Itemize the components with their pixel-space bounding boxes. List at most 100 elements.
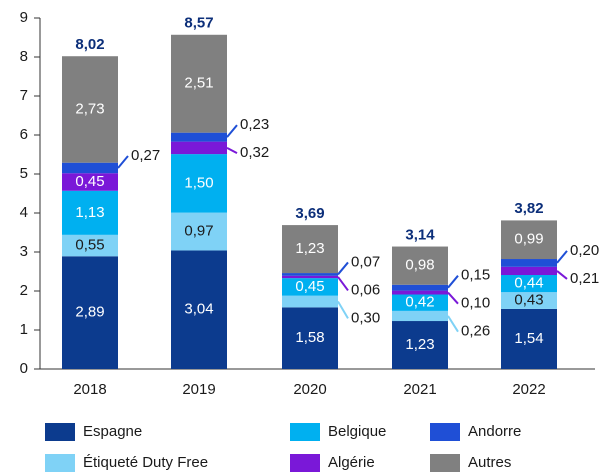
y-tick-label: 3 xyxy=(20,243,28,260)
bar-segment xyxy=(171,34,227,133)
legend-label: Algérie xyxy=(328,454,375,471)
bar-segment xyxy=(282,278,338,296)
bar-segment xyxy=(171,212,227,251)
x-tick-label: 2022 xyxy=(512,381,545,398)
value-label: 0,20 xyxy=(570,242,599,259)
bar-segment xyxy=(62,162,118,174)
leader-line xyxy=(337,276,349,292)
bar-segment xyxy=(62,56,118,163)
total-label: 8,02 xyxy=(75,36,104,53)
value-label: 0,99 xyxy=(514,231,543,248)
bar-segment xyxy=(171,141,227,155)
value-label: 2,73 xyxy=(75,100,104,117)
x-tick-label: 2020 xyxy=(293,381,326,398)
value-label: 1,58 xyxy=(295,329,324,346)
leader-line xyxy=(447,315,459,333)
leader-line xyxy=(337,301,349,319)
bar-segment xyxy=(501,275,557,293)
legend-label: Autres xyxy=(468,454,511,471)
value-label: 1,50 xyxy=(184,174,213,191)
legend-label: Andorre xyxy=(468,423,521,440)
bar-segment xyxy=(392,321,448,369)
total-label: 3,69 xyxy=(295,205,324,222)
y-tick-label: 0 xyxy=(20,360,28,377)
leader-line xyxy=(447,291,459,305)
legend-swatch xyxy=(45,423,75,441)
leader-line xyxy=(447,275,459,289)
x-tick-label: 2021 xyxy=(403,381,436,398)
value-label: 0,15 xyxy=(461,267,490,284)
legend-swatch xyxy=(430,423,460,441)
value-label: 2,51 xyxy=(184,75,213,92)
bar-segment xyxy=(171,154,227,213)
value-label: 0,27 xyxy=(131,147,160,164)
bar-segment xyxy=(392,284,448,291)
bar-segment xyxy=(282,273,338,276)
value-label: 0,26 xyxy=(461,323,490,340)
value-label: 0,44 xyxy=(514,275,543,292)
value-label: 3,04 xyxy=(184,301,213,318)
bar-segment xyxy=(62,173,118,191)
value-label: 0,42 xyxy=(405,294,434,311)
bar-segment xyxy=(501,259,557,267)
y-tick-label: 9 xyxy=(20,9,28,26)
leader-line xyxy=(556,270,568,280)
value-label: 0,10 xyxy=(461,295,490,312)
y-tick-label: 2 xyxy=(20,282,28,299)
total-label: 3,14 xyxy=(405,227,435,244)
bar-segment xyxy=(501,308,557,369)
value-label: 1,23 xyxy=(295,240,324,257)
bar-segment xyxy=(501,220,557,260)
x-tick-label: 2019 xyxy=(182,381,215,398)
leader-line xyxy=(556,250,568,264)
bar-segment xyxy=(62,256,118,369)
value-label: 1,13 xyxy=(75,204,104,221)
total-label: 3,82 xyxy=(514,200,543,217)
y-tick-label: 5 xyxy=(20,165,28,182)
y-tick-label: 8 xyxy=(20,48,28,65)
value-label: 0,55 xyxy=(75,237,104,254)
value-label: 0,45 xyxy=(75,173,104,190)
value-label: 0,21 xyxy=(570,270,599,287)
value-label: 0,06 xyxy=(351,281,380,298)
y-tick-label: 6 xyxy=(20,126,28,143)
value-label: 1,54 xyxy=(514,330,543,347)
value-label: 0,97 xyxy=(184,222,213,239)
y-tick-label: 7 xyxy=(20,87,28,104)
legend-label: Étiqueté Duty Free xyxy=(83,454,208,471)
value-label: 0,30 xyxy=(351,309,380,326)
bar-segment xyxy=(171,132,227,142)
value-label: 0,23 xyxy=(240,116,269,133)
legend-swatch xyxy=(430,454,460,472)
leader-line xyxy=(226,124,238,138)
bar-segment xyxy=(392,294,448,311)
bar-segment xyxy=(501,292,557,309)
bar-segment xyxy=(282,307,338,369)
bar-segment xyxy=(392,290,448,295)
y-tick-label: 1 xyxy=(20,321,28,338)
leader-line xyxy=(337,261,349,276)
leader-line xyxy=(117,155,129,169)
bar-segment xyxy=(62,234,118,257)
legend-swatch xyxy=(45,454,75,472)
bar-segment xyxy=(392,310,448,322)
leader-line xyxy=(226,146,238,155)
value-label: 0,43 xyxy=(514,292,543,309)
bar-segment xyxy=(282,295,338,308)
bar-segment xyxy=(282,225,338,274)
value-label: 0,45 xyxy=(295,278,324,295)
legend-label: Espagne xyxy=(83,423,142,440)
value-label: 0,32 xyxy=(240,144,269,161)
value-label: 0,98 xyxy=(405,257,434,274)
value-label: 1,23 xyxy=(405,336,434,353)
bar-segment xyxy=(501,266,557,276)
bar-segment xyxy=(392,246,448,285)
total-label: 8,57 xyxy=(184,15,213,32)
value-label: 2,89 xyxy=(75,304,104,321)
bar-segment xyxy=(171,250,227,369)
legend-swatch xyxy=(290,423,320,441)
x-tick-label: 2018 xyxy=(73,381,106,398)
value-label: 0,07 xyxy=(351,253,380,270)
